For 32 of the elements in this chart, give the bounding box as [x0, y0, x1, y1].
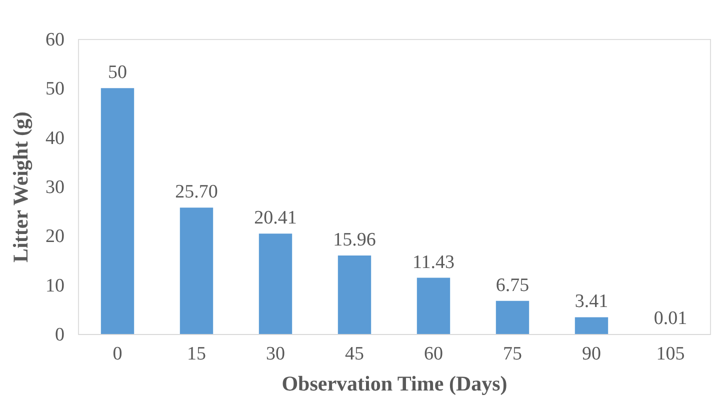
y-tick-label: 10 [46, 275, 64, 296]
data-label: 15.96 [333, 230, 376, 251]
x-tick-label: 45 [345, 344, 364, 364]
data-label: 6.75 [496, 274, 530, 296]
bar [416, 278, 450, 334]
x-tick-label: 105 [656, 344, 685, 364]
x-tick-label: 60 [424, 344, 443, 364]
x-tick-label: 0 [112, 344, 122, 364]
y-tick-label: 30 [46, 177, 64, 198]
y-tick-label: 20 [46, 226, 64, 248]
data-label: 50 [108, 62, 127, 84]
bar [496, 300, 530, 334]
y-tick-label: 40 [46, 128, 64, 149]
data-label: 20.41 [254, 208, 297, 229]
bar [338, 256, 372, 334]
bar [258, 234, 292, 334]
bar [100, 88, 134, 334]
bar [180, 208, 214, 334]
x-axis-title: Observation Time (Days) [282, 372, 508, 396]
data-label: 0.01 [654, 308, 688, 329]
data-label: 11.43 [412, 252, 455, 273]
x-tick-label: 30 [266, 344, 285, 364]
y-tick-label: 50 [46, 78, 64, 100]
data-label: 25.70 [175, 182, 218, 203]
y-tick-label: 0 [55, 324, 64, 346]
y-axis-title: Litter Weight (g) [8, 112, 32, 262]
x-tick-label: 15 [187, 344, 206, 364]
data-label: 3.41 [574, 291, 608, 312]
x-tick-label: 75 [503, 344, 522, 364]
y-tick-label: 60 [46, 30, 64, 50]
bar [574, 317, 608, 334]
x-tick-label: 90 [582, 344, 601, 364]
